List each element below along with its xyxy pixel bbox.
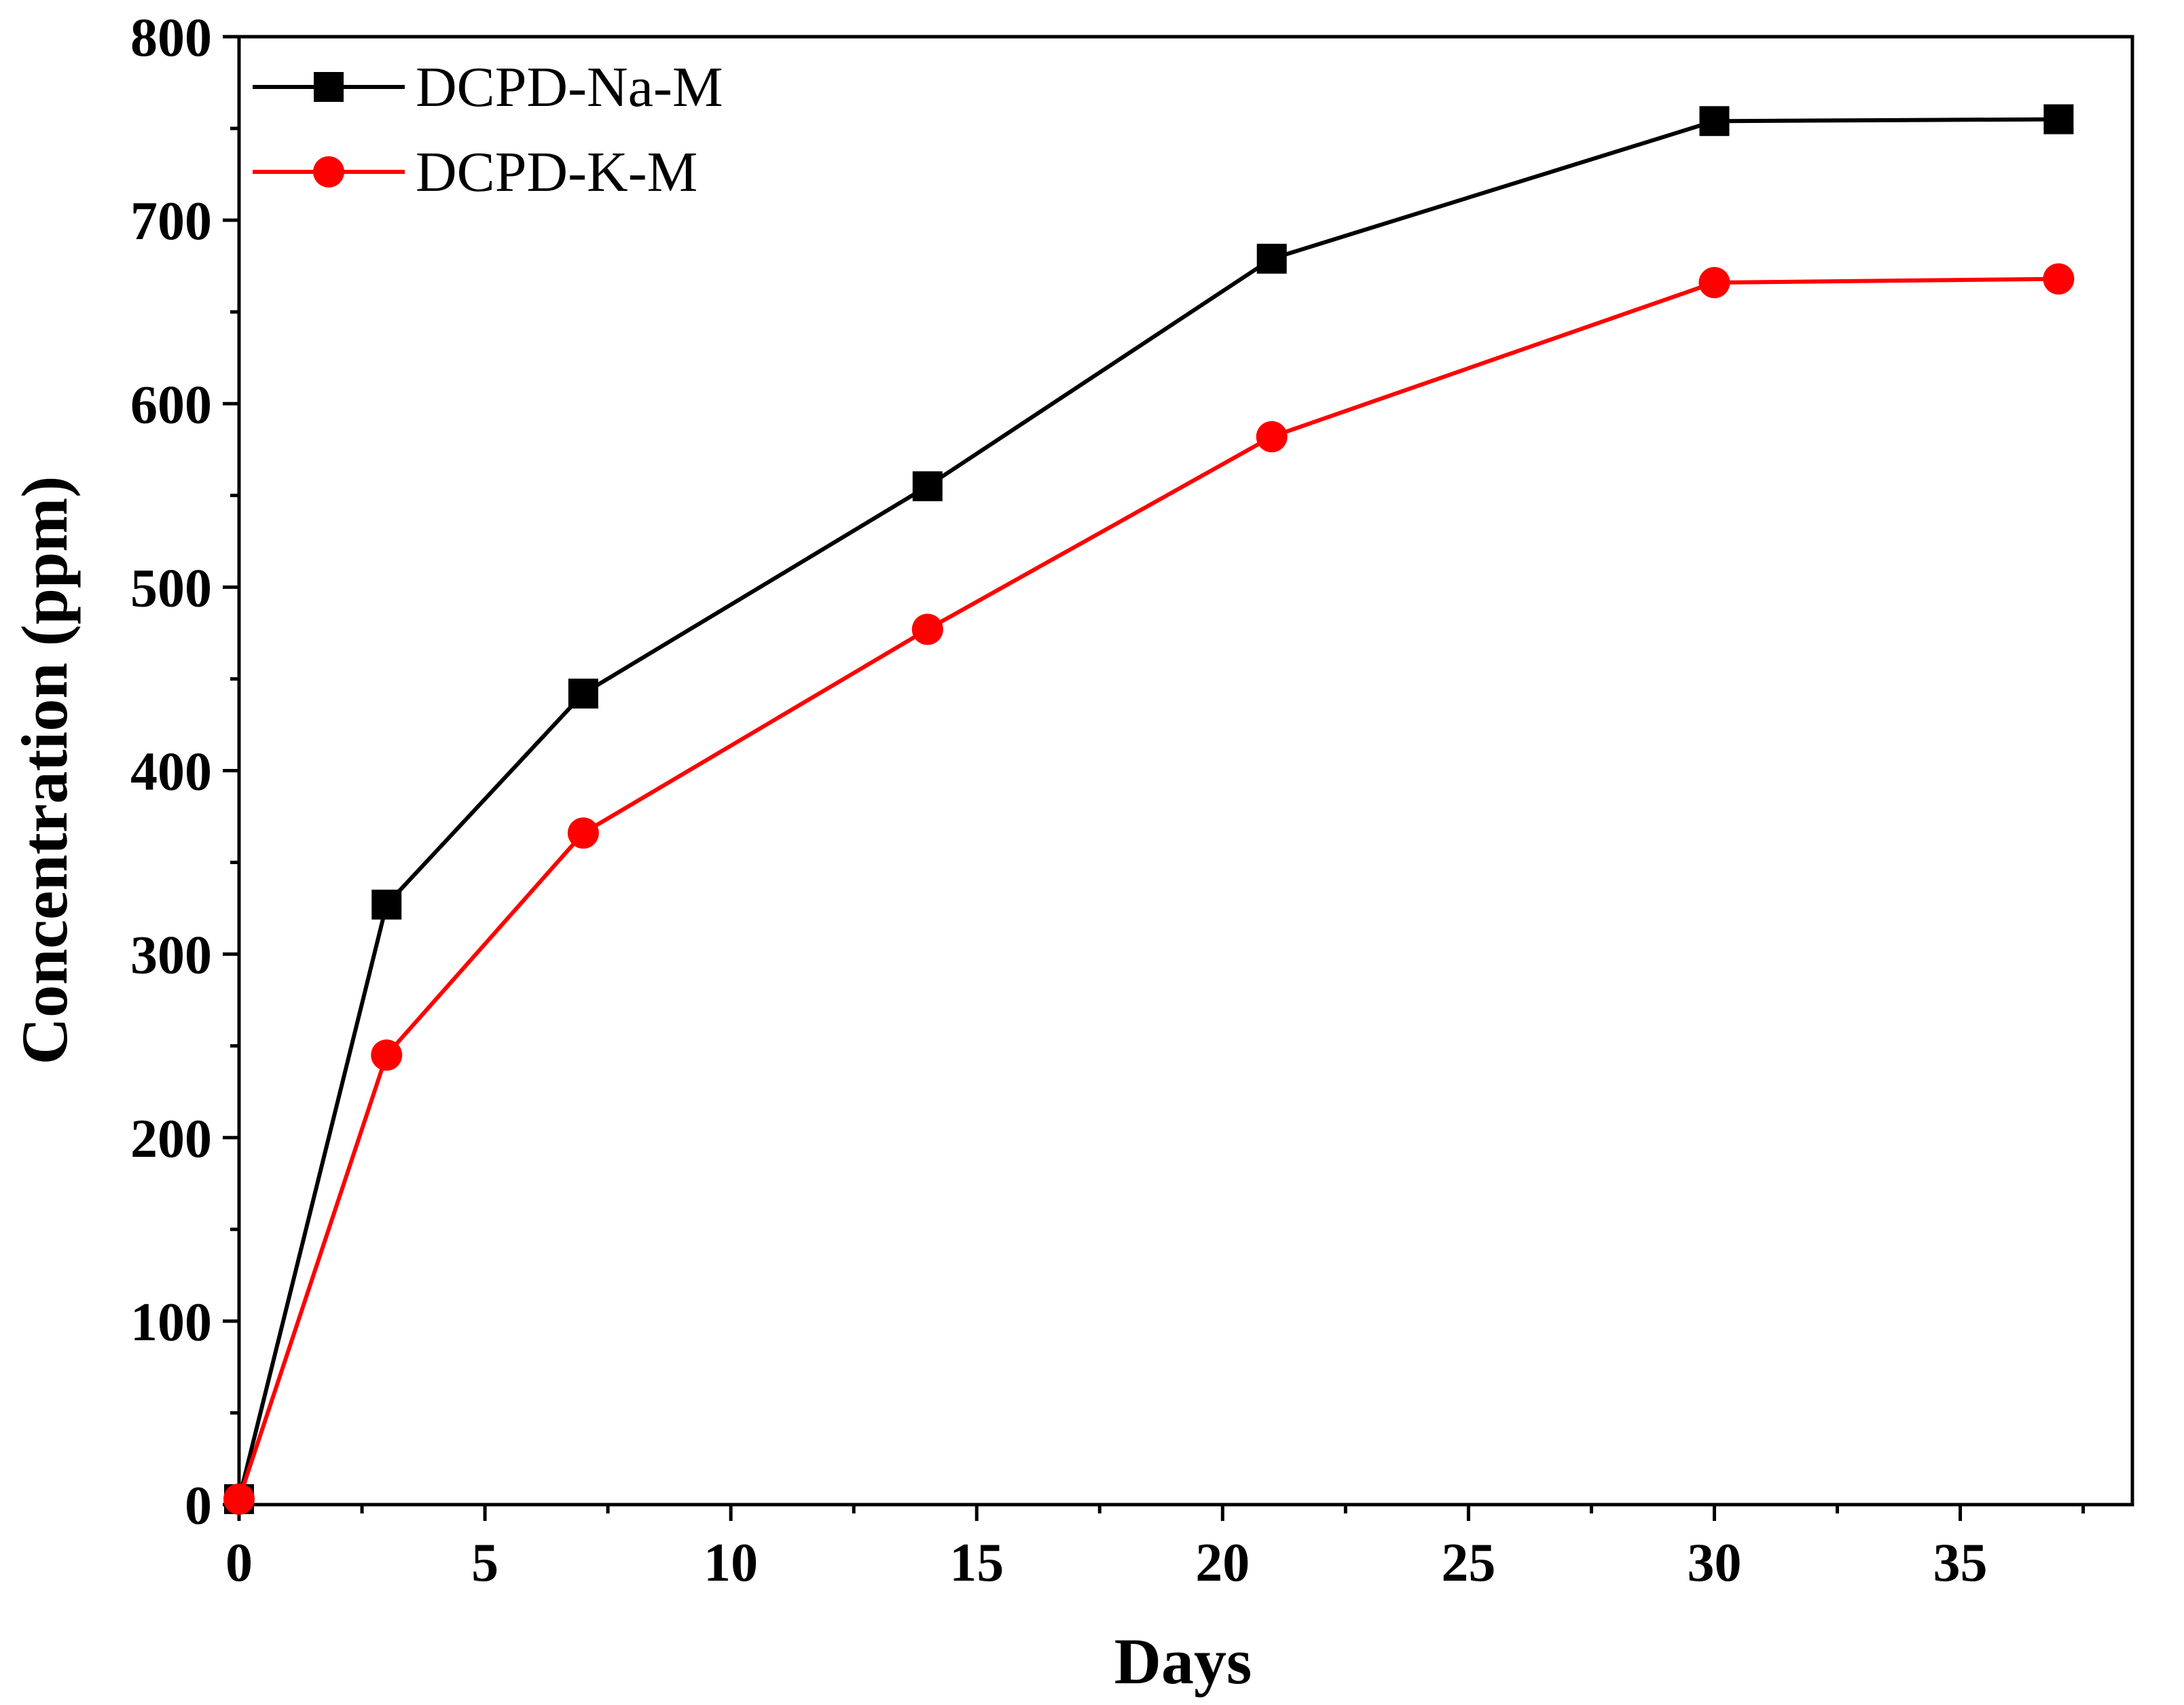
series-line (237, 276, 2059, 1500)
data-point (371, 889, 402, 920)
x-tick-label: 5 (471, 1533, 498, 1593)
legend-marker-circle (313, 156, 344, 187)
data-point (568, 679, 598, 709)
x-axis-ticks: 0 5 10 15 20 25 30 35 (225, 1505, 2086, 1593)
legend: DCPD-Na-M DCPD-K-M (253, 56, 723, 204)
x-tick-label: 25 (1441, 1533, 1495, 1593)
data-point (1698, 266, 1730, 298)
data-point (371, 1039, 403, 1071)
legend-item: DCPD-Na-M (253, 56, 723, 119)
x-tick-label: 0 (225, 1533, 253, 1593)
y-tick-label: 400 (130, 742, 212, 802)
y-tick-label: 600 (130, 375, 212, 435)
y-tick-label: 200 (130, 1109, 212, 1169)
series-dcpd-k-m (223, 263, 2075, 1515)
data-point (223, 1483, 255, 1515)
data-point (567, 817, 599, 849)
series-layer (223, 104, 2075, 1515)
x-tick-label: 30 (1687, 1533, 1741, 1593)
data-point (2043, 104, 2074, 134)
x-axis-title: Days (1114, 1625, 1252, 1698)
y-tick-label: 800 (130, 8, 212, 68)
legend-item: DCPD-K-M (253, 141, 697, 204)
y-axis-ticks: 0 100 200 300 400 500 600 700 800 (130, 8, 239, 1536)
data-point (1699, 106, 1730, 137)
y-tick-label: 300 (130, 926, 212, 986)
x-tick-label: 20 (1195, 1533, 1250, 1593)
data-point (1256, 243, 1287, 274)
y-tick-label: 0 (185, 1476, 212, 1536)
plot-frame (237, 35, 2134, 1507)
data-point (2043, 263, 2075, 295)
plot-area (237, 35, 2134, 1507)
y-tick-label: 500 (130, 558, 212, 618)
data-point (1256, 420, 1288, 452)
data-point (912, 471, 943, 501)
series-dcpd-na-m (224, 104, 2074, 1514)
data-point (911, 613, 943, 645)
x-tick-label: 15 (949, 1533, 1004, 1593)
legend-label: DCPD-Na-M (416, 56, 723, 119)
series-line (237, 117, 2059, 1500)
x-tick-label: 10 (704, 1533, 758, 1593)
y-axis-title: Concentration (ppm) (8, 476, 81, 1065)
y-tick-label: 700 (130, 192, 212, 251)
x-tick-label: 35 (1933, 1533, 1988, 1593)
legend-marker-square (314, 72, 344, 102)
legend-label: DCPD-K-M (416, 141, 697, 204)
y-tick-label: 100 (130, 1293, 212, 1352)
